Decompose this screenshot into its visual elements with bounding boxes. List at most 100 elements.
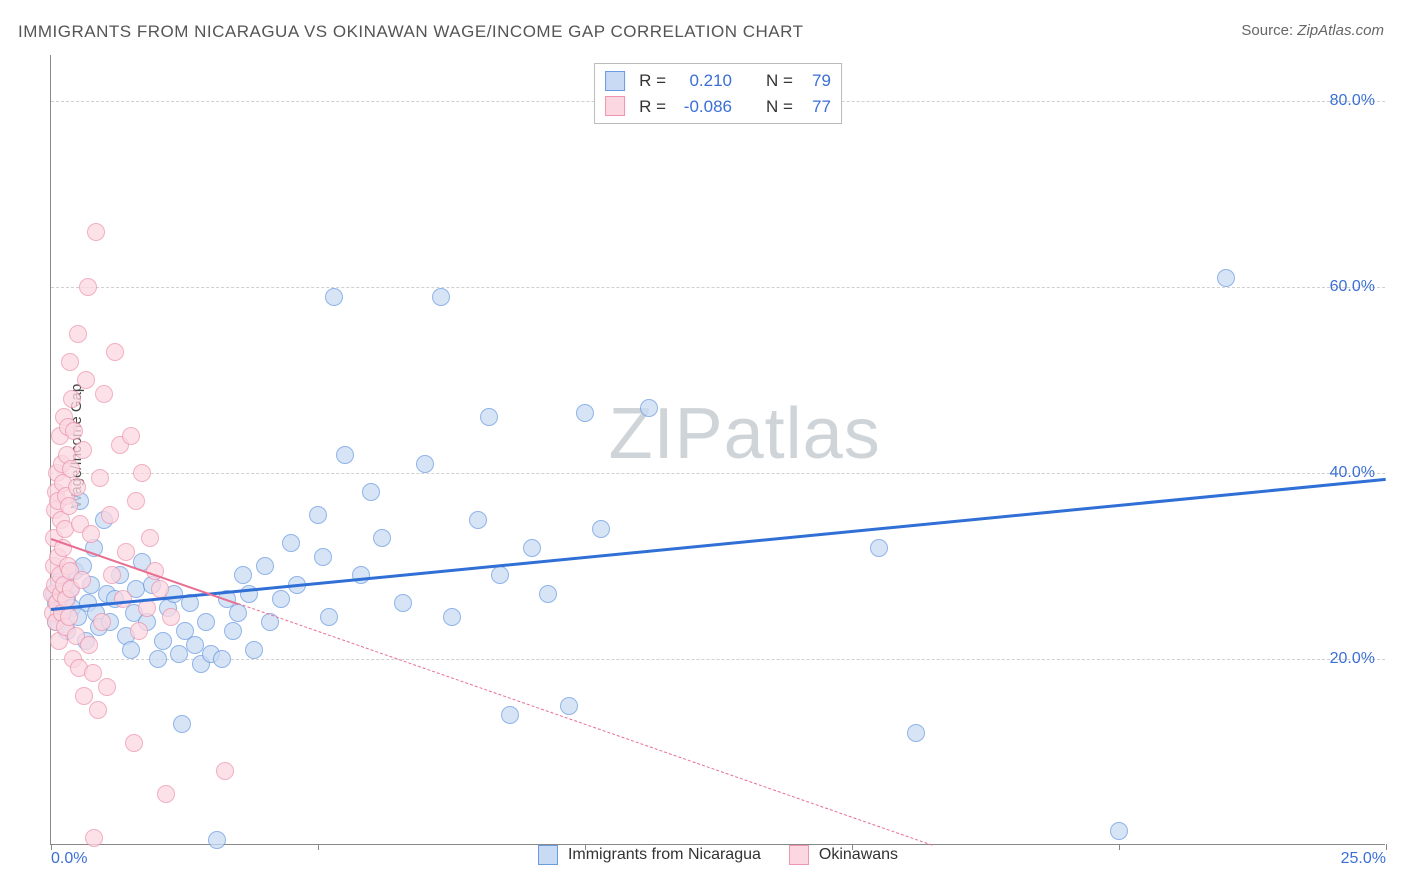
scatter-point-nicaragua (523, 539, 541, 557)
scatter-point-okinawan (93, 613, 111, 631)
scatter-point-nicaragua (272, 590, 290, 608)
scatter-point-nicaragua (325, 288, 343, 306)
scatter-point-okinawan (130, 622, 148, 640)
scatter-point-nicaragua (592, 520, 610, 538)
scatter-point-nicaragua (416, 455, 434, 473)
scatter-point-okinawan (127, 492, 145, 510)
scatter-point-okinawan (216, 762, 234, 780)
scatter-point-okinawan (114, 590, 132, 608)
scatter-point-nicaragua (336, 446, 354, 464)
legend-series: Immigrants from Nicaragua Okinawans (51, 845, 1385, 870)
gridline-h (51, 659, 1385, 660)
scatter-point-okinawan (60, 608, 78, 626)
chart-title: IMMIGRANTS FROM NICARAGUA VS OKINAWAN WA… (18, 22, 803, 42)
scatter-point-okinawan (141, 529, 159, 547)
scatter-point-nicaragua (149, 650, 167, 668)
legend-swatch (538, 845, 558, 865)
scatter-point-nicaragua (560, 697, 578, 715)
scatter-point-nicaragua (234, 566, 252, 584)
scatter-point-nicaragua (640, 399, 658, 417)
scatter-point-nicaragua (1217, 269, 1235, 287)
scatter-point-okinawan (117, 543, 135, 561)
y-tick-label: 20.0% (1330, 650, 1375, 668)
gridline-h (51, 287, 1385, 288)
scatter-point-okinawan (79, 278, 97, 296)
source-attribution: Source: ZipAtlas.com (1241, 22, 1384, 39)
legend-row: R =0.210N =79 (605, 68, 831, 94)
legend-swatch (789, 845, 809, 865)
scatter-point-nicaragua (432, 288, 450, 306)
scatter-point-okinawan (157, 785, 175, 803)
scatter-point-okinawan (84, 664, 102, 682)
scatter-point-nicaragua (245, 641, 263, 659)
scatter-point-okinawan (80, 636, 98, 654)
scatter-point-nicaragua (501, 706, 519, 724)
scatter-point-okinawan (122, 427, 140, 445)
y-tick-label: 80.0% (1330, 92, 1375, 110)
legend-r-value: -0.086 (676, 94, 732, 120)
legend-n-label: N = (766, 94, 793, 120)
scatter-point-okinawan (82, 525, 100, 543)
source-value: ZipAtlas.com (1297, 22, 1384, 39)
scatter-point-okinawan (65, 422, 83, 440)
scatter-point-nicaragua (480, 408, 498, 426)
scatter-point-okinawan (61, 353, 79, 371)
scatter-point-nicaragua (1110, 822, 1128, 840)
scatter-point-nicaragua (173, 715, 191, 733)
scatter-point-nicaragua (907, 724, 925, 742)
trend-line (238, 603, 933, 846)
scatter-point-nicaragua (256, 557, 274, 575)
scatter-point-nicaragua (282, 534, 300, 552)
scatter-point-okinawan (95, 385, 113, 403)
scatter-point-okinawan (101, 506, 119, 524)
source-label: Source: (1241, 22, 1293, 39)
scatter-point-okinawan (133, 464, 151, 482)
legend-item: Immigrants from Nicaragua (538, 845, 761, 865)
scatter-point-okinawan (91, 469, 109, 487)
legend-n-value: 79 (803, 68, 831, 94)
scatter-point-nicaragua (491, 566, 509, 584)
x-tick (1386, 844, 1387, 850)
legend-n-label: N = (766, 68, 793, 94)
scatter-point-nicaragua (170, 645, 188, 663)
scatter-point-nicaragua (362, 483, 380, 501)
scatter-point-okinawan (74, 441, 92, 459)
scatter-point-nicaragua (443, 608, 461, 626)
legend-swatch (605, 71, 625, 91)
scatter-point-okinawan (125, 734, 143, 752)
scatter-point-nicaragua (122, 641, 140, 659)
gridline-h (51, 473, 1385, 474)
scatter-point-nicaragua (213, 650, 231, 668)
scatter-point-nicaragua (352, 566, 370, 584)
scatter-point-nicaragua (224, 622, 242, 640)
chart-container: IMMIGRANTS FROM NICARAGUA VS OKINAWAN WA… (0, 0, 1406, 892)
trend-line (51, 478, 1386, 611)
scatter-point-nicaragua (373, 529, 391, 547)
scatter-point-okinawan (68, 478, 86, 496)
scatter-point-nicaragua (314, 548, 332, 566)
scatter-point-nicaragua (576, 404, 594, 422)
legend-series-name: Okinawans (819, 846, 898, 864)
legend-item: Okinawans (789, 845, 898, 865)
scatter-point-nicaragua (469, 511, 487, 529)
legend-n-value: 77 (803, 94, 831, 120)
legend-correlation-box: R =0.210N =79R =-0.086N =77 (594, 63, 842, 124)
scatter-point-okinawan (85, 829, 103, 847)
scatter-point-okinawan (62, 460, 80, 478)
scatter-point-okinawan (87, 223, 105, 241)
scatter-point-okinawan (89, 701, 107, 719)
scatter-point-nicaragua (394, 594, 412, 612)
scatter-point-nicaragua (309, 506, 327, 524)
legend-r-label: R = (639, 68, 666, 94)
legend-row: R = -0.086 N = 77 (605, 94, 831, 120)
scatter-point-okinawan (63, 390, 81, 408)
scatter-point-okinawan (98, 678, 116, 696)
scatter-point-okinawan (69, 325, 87, 343)
scatter-point-nicaragua (870, 539, 888, 557)
legend-r-label: R = (639, 94, 666, 120)
scatter-point-nicaragua (154, 632, 172, 650)
scatter-point-nicaragua (197, 613, 215, 631)
legend-series-name: Immigrants from Nicaragua (568, 846, 761, 864)
scatter-point-okinawan (162, 608, 180, 626)
scatter-point-nicaragua (320, 608, 338, 626)
